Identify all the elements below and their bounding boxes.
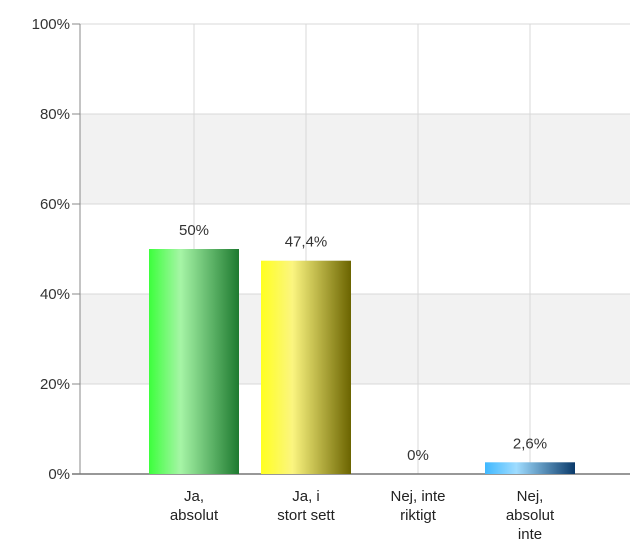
y-tick-label: 20%	[40, 376, 70, 393]
y-tick-label: 0%	[48, 466, 70, 483]
y-tick-label: 100%	[32, 16, 70, 33]
bars	[149, 249, 575, 474]
x-category-label: Ja, i stort sett	[277, 488, 335, 524]
x-category-label: Ja, absolut	[170, 488, 219, 524]
data-label: 2,6%	[513, 435, 547, 452]
grid-band	[80, 24, 630, 114]
bar	[261, 260, 351, 474]
x-category-label: Nej, absolut inte	[506, 488, 555, 543]
grid-band	[80, 114, 630, 204]
bar	[485, 462, 575, 474]
data-label: 0%	[407, 447, 429, 464]
bar	[149, 249, 239, 474]
x-axis-category-labels: Ja, absolut Ja, i stort sett Nej, inte riktig…	[170, 488, 555, 543]
y-axis-tick-labels: 0% 20% 40% 60% 80% 100%	[32, 16, 70, 483]
data-labels: 50% 47,4% 0% 2,6%	[179, 222, 547, 464]
y-tick-label: 40%	[40, 286, 70, 303]
grid-bands	[80, 24, 630, 474]
data-label: 47,4%	[285, 234, 328, 251]
x-category-label: Nej, inte riktigt	[390, 488, 445, 524]
data-label: 50%	[179, 222, 209, 239]
y-tick-label: 80%	[40, 106, 70, 123]
y-tick-label: 60%	[40, 196, 70, 213]
